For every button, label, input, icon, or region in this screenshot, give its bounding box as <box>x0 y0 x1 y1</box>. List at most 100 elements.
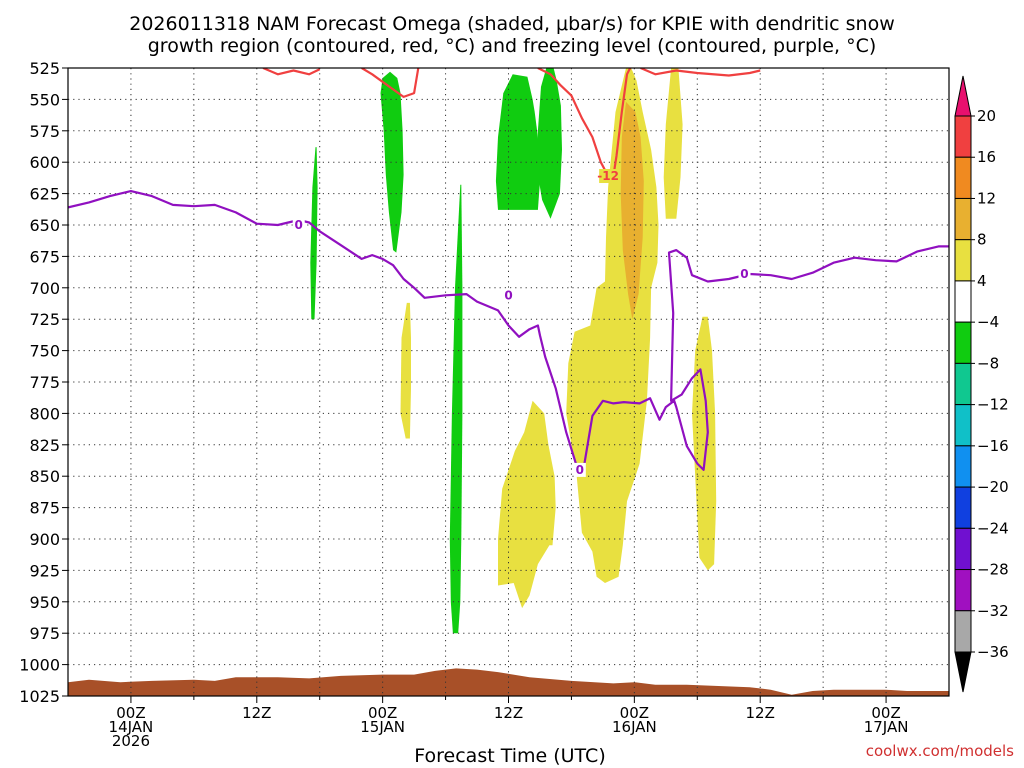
y-tick-label: 975 <box>29 624 60 643</box>
x-tick-label: 00Z <box>368 704 397 722</box>
y-tick-label: 750 <box>29 342 60 361</box>
colorbar-label: −12 <box>977 396 1009 414</box>
colorbar-box-1 <box>954 156 972 199</box>
x-tick-label: 14JAN <box>109 718 154 736</box>
freezing-label-bg <box>738 266 751 281</box>
y-tick-label: 825 <box>29 436 60 455</box>
y-tick-label: 775 <box>29 373 60 392</box>
omega-region-8 <box>663 68 683 219</box>
x-tick-label: 16JAN <box>612 718 657 736</box>
colorbar-box-8 <box>954 445 972 488</box>
freezing-level-label-2: 0 <box>576 463 584 477</box>
chart-title-line1: 2026011318 NAM Forecast Omega (shaded, μ… <box>129 13 894 35</box>
omega-region-9 <box>692 316 717 571</box>
colorbar-label: −36 <box>977 643 1009 661</box>
x-tick-label: 12Z <box>494 704 523 722</box>
colorbar-label: −8 <box>977 354 999 372</box>
chart-title-line2: growth region (contoured, red, °C) and f… <box>148 35 877 57</box>
colorbar-label: −32 <box>977 602 1009 620</box>
dgz-contour-segment-2 <box>537 68 632 178</box>
y-tick-label: 575 <box>29 122 60 141</box>
colorbar-label: −24 <box>977 519 1009 537</box>
y-tick-label: 850 <box>29 467 60 486</box>
colorbar-label: 4 <box>977 272 987 290</box>
terrain-fill <box>68 668 949 696</box>
x-tick-label: 12Z <box>746 704 775 722</box>
dgz-contour-segment-0 <box>262 68 321 76</box>
colorbar-label: −16 <box>977 437 1009 455</box>
colorbar: 20 16 12 8 4 −4 −8 −12 −16 −20 −24 −28 −32 −36 <box>954 75 1009 693</box>
y-tick-label: 875 <box>29 499 60 518</box>
y-tick-label: 700 <box>29 279 60 298</box>
colorbar-label: 16 <box>977 148 996 166</box>
y-tick-label: 1000 <box>19 656 60 675</box>
colorbar-label: −28 <box>977 561 1009 579</box>
omega-region-3 <box>310 147 318 320</box>
colorbar-box-4 <box>954 280 972 323</box>
colorbar-box-9 <box>954 486 972 529</box>
omega-region-2 <box>537 68 562 219</box>
y-tick-label: 800 <box>29 404 60 423</box>
dgz-contour-segment-1 <box>361 68 420 99</box>
y-tick-label: 625 <box>29 185 60 204</box>
colorbar-top-arrow <box>954 75 972 117</box>
colorbar-box-3 <box>954 239 972 282</box>
freezing-level-label-3: 0 <box>740 267 748 281</box>
omega-region-7 <box>498 400 556 609</box>
y-axis: 525 550 575 600 625 650 675 700 725 750 775 800 825 8… <box>19 59 68 706</box>
x-tick-label: 00Z <box>871 704 900 722</box>
credit-text: coolwx.com/models <box>866 742 1014 760</box>
grid <box>68 68 949 696</box>
x-tick-label: 15JAN <box>360 718 405 736</box>
freezing-label-bg <box>292 218 305 232</box>
colorbar-box-5 <box>954 321 972 364</box>
colorbar-label: −20 <box>977 478 1009 496</box>
x-tick-label: 00Z <box>620 704 649 722</box>
colorbar-box-0 <box>954 115 972 158</box>
y-tick-label: 525 <box>29 59 60 78</box>
y-tick-label: 600 <box>29 153 60 172</box>
y-tick-label: 925 <box>29 561 60 580</box>
x-tick-label: 2026 <box>112 732 150 750</box>
colorbar-bottom-arrow <box>954 651 972 693</box>
colorbar-label: 20 <box>977 107 996 125</box>
dgz-contour-label-0: -12 <box>597 169 619 183</box>
colorbar-label: 12 <box>977 189 996 207</box>
colorbar-box-12 <box>954 610 972 653</box>
colorbar-label: 8 <box>977 231 987 249</box>
omega-region-4 <box>449 184 463 634</box>
colorbar-box-7 <box>954 404 972 447</box>
colorbar-box-2 <box>954 197 972 241</box>
y-tick-label: 550 <box>29 90 60 109</box>
y-tick-label: 650 <box>29 216 60 235</box>
x-axis-label: Forecast Time (UTC) <box>414 745 605 767</box>
freezing-level-label-1: 0 <box>504 288 512 302</box>
freezing-label-bg <box>573 462 586 477</box>
freezing-label-bg <box>502 288 515 303</box>
freezing-level-line <box>68 190 949 471</box>
plot-area <box>68 68 949 696</box>
omega-region-6 <box>620 101 644 320</box>
omega-region-5 <box>566 68 659 583</box>
dgz-label-bg <box>599 169 618 184</box>
colorbar-label: −4 <box>977 313 999 331</box>
x-tick-label: 12Z <box>242 704 271 722</box>
freezing-level-label-0: 0 <box>295 218 303 232</box>
colorbar-box-11 <box>954 569 972 612</box>
colorbar-box-10 <box>954 527 972 571</box>
omega-region-10 <box>400 302 411 439</box>
x-tick-label: 17JAN <box>864 718 909 736</box>
dgz-contour-segment-3 <box>640 68 761 77</box>
x-tick-label: 00Z <box>116 704 145 722</box>
colorbar-box-6 <box>954 362 972 406</box>
y-tick-label: 900 <box>29 530 60 549</box>
y-tick-label: 675 <box>29 247 60 266</box>
omega-region-1 <box>495 74 540 210</box>
y-tick-label: 950 <box>29 593 60 612</box>
contours: 0 0 0 0 -12 <box>68 68 949 477</box>
y-tick-label: 1025 <box>19 687 60 706</box>
y-tick-label: 725 <box>29 310 60 329</box>
omega-region-0 <box>380 71 404 253</box>
